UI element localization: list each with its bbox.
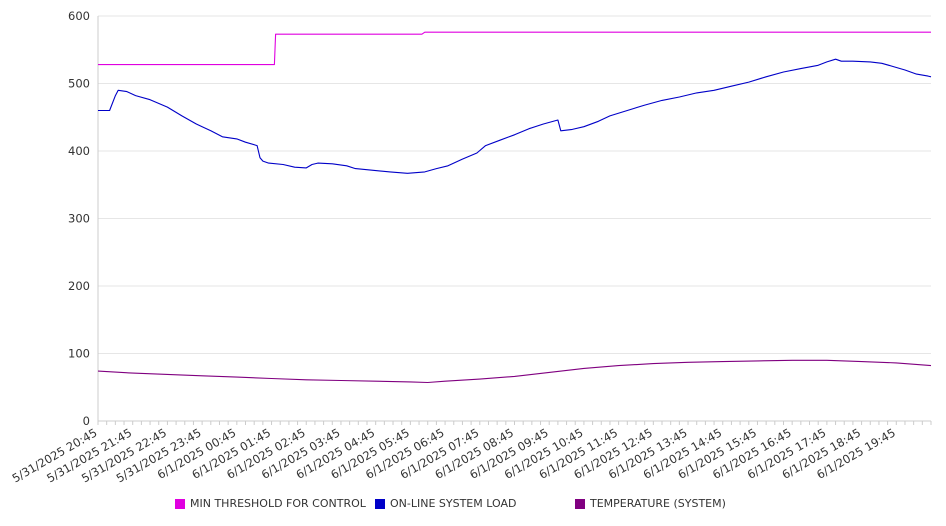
y-tick-label: 400: [68, 144, 90, 158]
series-lines: [97, 31, 932, 384]
y-tick-label: 500: [68, 77, 90, 91]
y-tick-label: 0: [83, 414, 90, 428]
y-tick-label: 300: [68, 212, 90, 226]
legend-item-min-threshold: MIN THRESHOLD FOR CONTROL: [175, 497, 366, 510]
grid: [98, 15, 931, 422]
axes: [97, 16, 932, 425]
y-axis-ticks: 0 100 200 300 400 500 600: [68, 9, 90, 428]
legend-swatch-system-load: [375, 498, 385, 509]
legend: MIN THRESHOLD FOR CONTROL ON-LINE SYSTEM…: [0, 497, 946, 515]
y-tick-label: 600: [68, 9, 90, 23]
legend-label-min-threshold: MIN THRESHOLD FOR CONTROL: [190, 497, 366, 510]
system-load-line: [98, 58, 932, 174]
x-axis-ticks: 5/31/2025 20:455/31/2025 21:455/31/2025 …: [10, 425, 898, 485]
min-threshold-line: [98, 31, 931, 66]
legend-item-temperature: TEMPERATURE (SYSTEM): [575, 497, 726, 510]
legend-label-temperature: TEMPERATURE (SYSTEM): [590, 497, 726, 510]
y-tick-label: 200: [68, 279, 90, 293]
y-tick-label: 100: [68, 347, 90, 361]
legend-label-system-load: ON-LINE SYSTEM LOAD: [390, 497, 517, 510]
legend-swatch-temperature: [575, 498, 585, 509]
legend-swatch-min-threshold: [175, 498, 185, 509]
legend-item-system-load: ON-LINE SYSTEM LOAD: [375, 497, 516, 510]
temperature-line: [97, 359, 932, 384]
